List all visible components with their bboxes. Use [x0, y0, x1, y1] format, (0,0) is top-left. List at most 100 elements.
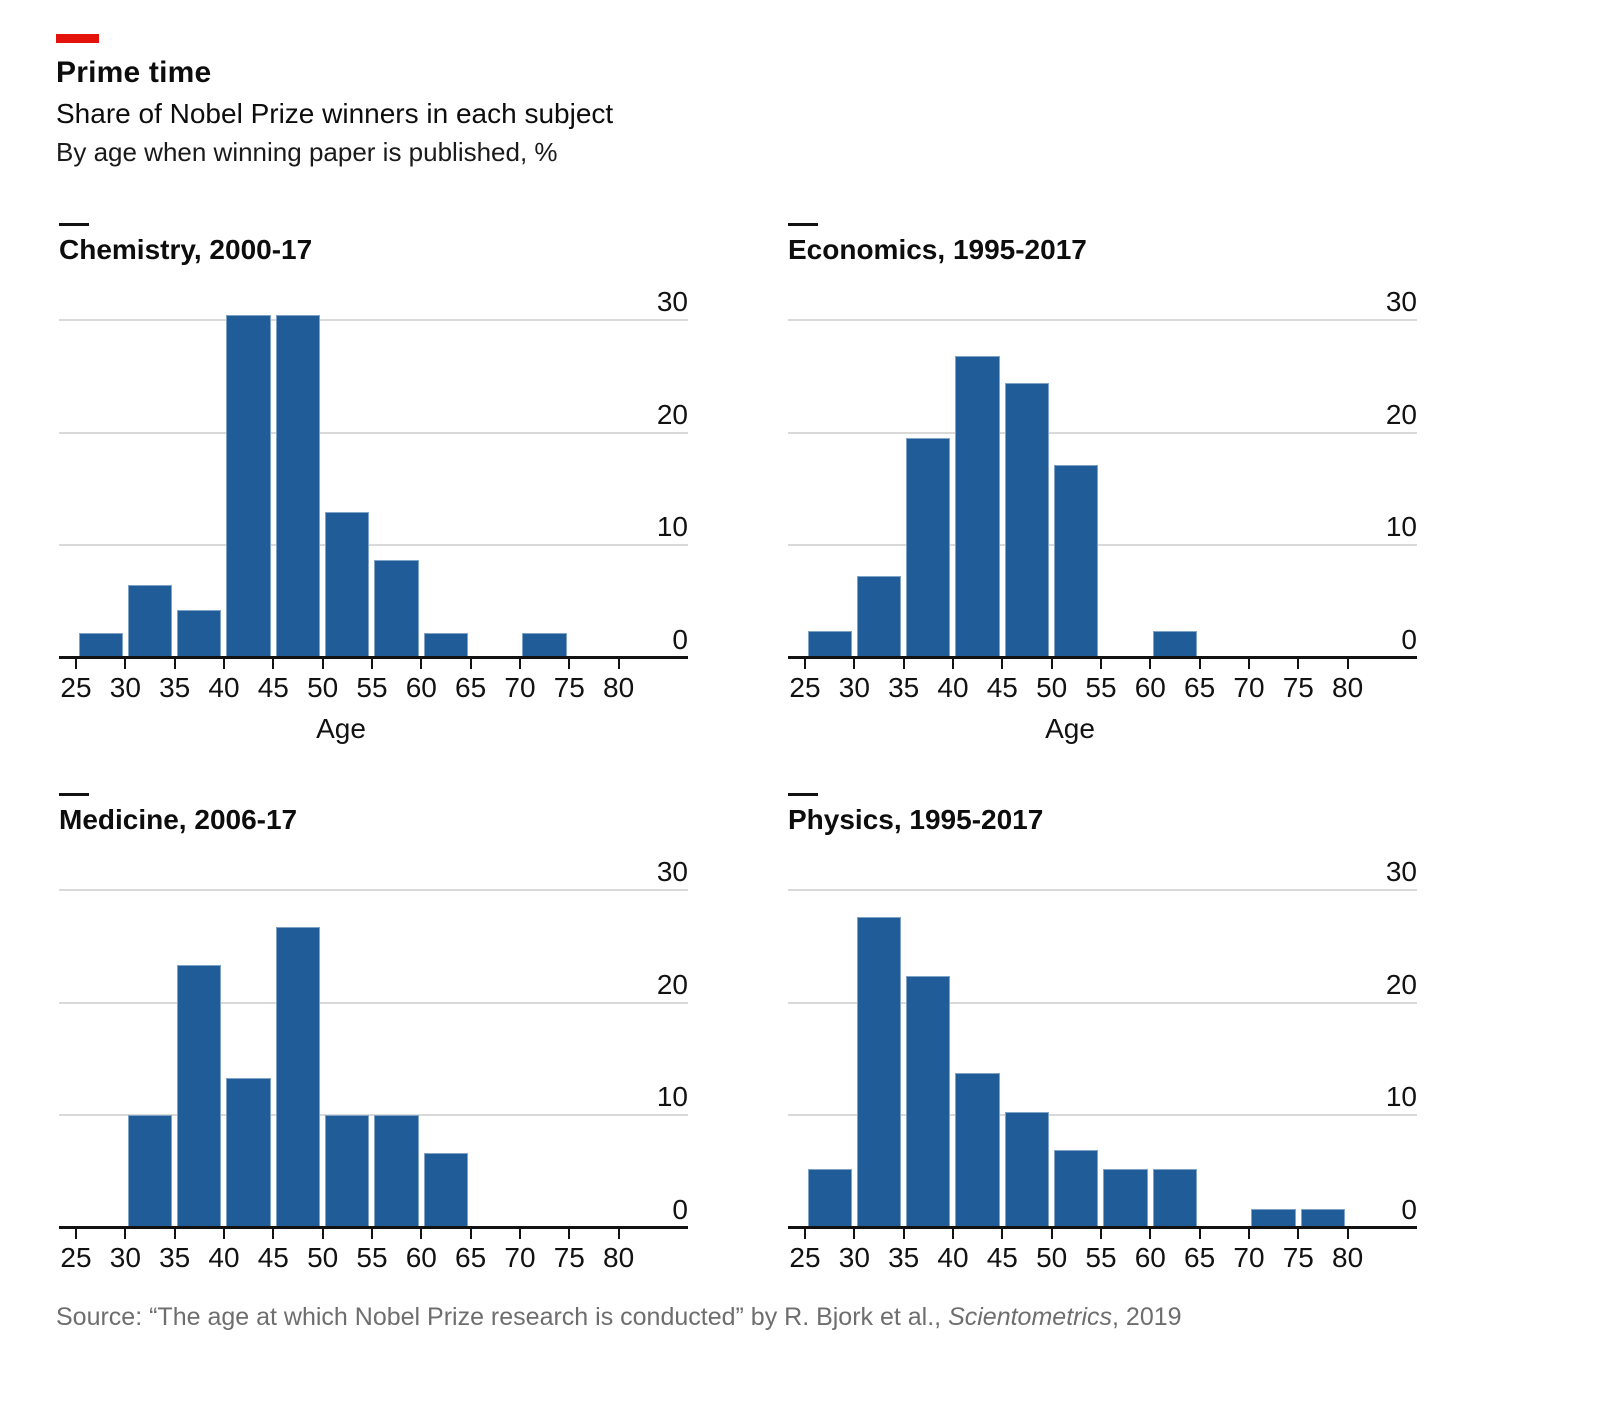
- y-tick-label-20: 20: [656, 968, 688, 1000]
- x-tick-label-75: 75: [1282, 672, 1314, 703]
- x-tick-label-35: 35: [888, 672, 920, 703]
- bar-45-50: [275, 315, 321, 658]
- y-tick-label-20: 20: [1385, 398, 1417, 430]
- x-tick-45: [1001, 1229, 1004, 1239]
- x-tick-label-40: 40: [208, 672, 240, 703]
- x-tick-75: [568, 1229, 571, 1239]
- gridline-y-30: [59, 318, 688, 321]
- bar-50-55: [325, 1115, 370, 1228]
- bar-50-55: [1054, 465, 1099, 658]
- x-tick-label-45: 45: [257, 672, 289, 703]
- bar-55-60: [374, 1115, 419, 1228]
- x-tick-30: [853, 659, 856, 669]
- x-tick-25: [75, 659, 77, 669]
- gridline-y-10: [59, 544, 688, 547]
- x-tick-75: [568, 659, 571, 669]
- x-tick-label-35: 35: [159, 1242, 191, 1273]
- bar-55-60: [374, 559, 419, 658]
- x-tick-label-70: 70: [1233, 1242, 1265, 1273]
- x-tick-label-75: 75: [1282, 1242, 1314, 1273]
- x-tick-label-70: 70: [504, 672, 536, 703]
- x-tick-35: [902, 1229, 905, 1239]
- y-tick-label-20: 20: [656, 398, 688, 430]
- x-tick-25: [75, 1229, 77, 1239]
- y-tick-label-10: 10: [656, 511, 688, 543]
- source-year: , 2019: [1112, 1303, 1182, 1331]
- x-tick-label-40: 40: [208, 1242, 240, 1273]
- x-tick-25: [804, 659, 806, 669]
- x-tick-75: [1297, 1229, 1300, 1239]
- bar-45-50: [1004, 383, 1050, 658]
- x-tick-label-35: 35: [159, 672, 191, 703]
- bar-55-60: [1103, 1169, 1148, 1228]
- plot-area: 0 10 20 30: [59, 288, 688, 658]
- x-tick-label-50: 50: [1036, 1242, 1068, 1273]
- x-tick-45: [272, 1229, 275, 1239]
- x-tick-30: [124, 659, 127, 669]
- bar-35-40: [906, 975, 951, 1228]
- x-tick-label-25: 25: [60, 1242, 92, 1273]
- bar-25-30: [78, 633, 123, 658]
- y-tick-label-30: 30: [1385, 856, 1417, 887]
- y-tick-label-0: 0: [672, 624, 688, 655]
- x-tick-75: [1297, 659, 1300, 669]
- x-tick-55: [370, 1229, 373, 1239]
- x-tick-label-75: 75: [553, 1242, 585, 1273]
- bar-50-55: [1054, 1150, 1099, 1228]
- x-tick-label-80: 80: [1332, 1242, 1364, 1273]
- bar-40-45: [226, 1078, 271, 1228]
- x-tick-label-30: 30: [109, 672, 141, 703]
- x-tick-label-80: 80: [603, 672, 635, 703]
- gridline-y-10: [788, 544, 1417, 547]
- x-tick-70: [518, 1229, 521, 1239]
- x-tick-label-25: 25: [789, 672, 821, 703]
- y-tick-label-30: 30: [1385, 286, 1417, 317]
- x-tick-label-60: 60: [405, 1242, 437, 1273]
- bar-60-65: [1152, 1169, 1198, 1228]
- x-tick-label-80: 80: [1332, 672, 1364, 703]
- bar-40-45: [955, 356, 1000, 658]
- y-tick-label-0: 0: [672, 1194, 688, 1225]
- x-axis-line: [59, 1226, 688, 1229]
- x-tick-label-25: 25: [789, 1242, 821, 1273]
- x-tick-25: [804, 1229, 806, 1239]
- x-tick-50: [1050, 1229, 1053, 1239]
- x-tick-label-45: 45: [986, 1242, 1018, 1273]
- x-tick-label-55: 55: [356, 1242, 388, 1273]
- bar-60-65: [423, 1152, 469, 1228]
- x-tick-label-50: 50: [307, 672, 339, 703]
- x-tick-40: [222, 1229, 225, 1239]
- bar-30-35: [127, 584, 173, 658]
- page-title: Prime time: [56, 56, 212, 89]
- gridline-y-20: [59, 431, 688, 434]
- x-tick-40: [222, 659, 225, 669]
- x-tick-label-50: 50: [307, 1242, 339, 1273]
- bar-50-55: [325, 511, 370, 658]
- plot-area: 0 10 20 30: [788, 856, 1417, 1228]
- bar-45-50: [1004, 1111, 1050, 1228]
- x-tick-label-60: 60: [405, 672, 437, 703]
- x-tick-80: [617, 659, 620, 669]
- x-tick-label-35: 35: [888, 1242, 920, 1273]
- x-tick-45: [272, 659, 275, 669]
- page-note: By age when winning paper is published, …: [56, 137, 558, 167]
- x-axis-line: [788, 656, 1417, 659]
- source-journal: Scientometrics: [948, 1303, 1113, 1331]
- x-tick-60: [1149, 1229, 1152, 1239]
- gridline-y-10: [59, 1114, 688, 1117]
- bar-45-50: [275, 927, 321, 1228]
- bar-35-40: [177, 965, 222, 1228]
- x-tick-70: [1247, 659, 1250, 669]
- gridline-y-20: [788, 1001, 1417, 1004]
- source-text: Source: “The age at which Nobel Prize re…: [56, 1303, 949, 1331]
- gridline-y-30: [788, 318, 1417, 321]
- subplot-economics-1995-2017: Economics, 1995-2017 0 10 20 30 25 30 35 40 45 50 5…: [788, 215, 1417, 760]
- x-tick-label-65: 65: [1184, 672, 1216, 703]
- bar-30-35: [856, 575, 902, 658]
- bar-35-40: [906, 438, 951, 658]
- x-tick-40: [951, 659, 954, 669]
- gridline-y-10: [788, 1114, 1417, 1117]
- x-tick-label-40: 40: [937, 672, 969, 703]
- x-tick-label-65: 65: [455, 672, 487, 703]
- plot-area: 0 10 20 30: [788, 286, 1417, 658]
